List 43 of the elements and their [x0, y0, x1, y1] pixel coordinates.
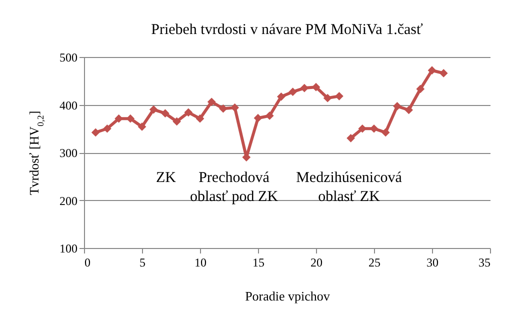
point — [323, 94, 332, 102]
point — [346, 134, 355, 142]
chart-title: Priebeh tvrdosti v návare PM MoNiVa 1.časť — [151, 22, 424, 38]
point — [428, 66, 436, 75]
point — [114, 114, 123, 123]
point — [381, 128, 390, 137]
annotation: ZK — [156, 170, 176, 186]
point — [149, 105, 158, 114]
point — [230, 103, 239, 112]
point — [265, 112, 274, 120]
y-tick-label: 400 — [60, 98, 78, 112]
annotation: Prechodová oblasť pod ZK — [190, 170, 278, 205]
point — [172, 117, 181, 126]
point — [91, 128, 100, 137]
point — [138, 122, 146, 131]
point — [335, 92, 344, 100]
y-tick-label: 100 — [60, 242, 78, 256]
x-tick-label: 0 — [84, 256, 90, 270]
x-tick-label: 35 — [478, 256, 490, 270]
point — [393, 102, 402, 110]
x-tick-label: 30 — [426, 256, 438, 270]
y-tick-label: 300 — [60, 146, 78, 160]
point — [416, 84, 425, 94]
point — [161, 109, 170, 118]
x-axis-title: Poradie vpichov — [245, 288, 330, 304]
point — [196, 114, 204, 123]
point — [277, 92, 286, 101]
x-tick-label: 10 — [194, 256, 206, 270]
point — [254, 114, 262, 122]
x-tick-label: 20 — [310, 256, 322, 270]
point — [207, 98, 216, 106]
point — [103, 124, 112, 133]
x-tick-label: 5 — [140, 256, 146, 270]
x-tick-label: 15 — [252, 256, 264, 270]
point — [219, 104, 228, 113]
y-tick-label: 200 — [60, 194, 78, 208]
annotation: Medzihúsenicová oblasť ZK — [296, 170, 402, 205]
point — [184, 108, 193, 117]
x-tick-label: 25 — [368, 256, 380, 270]
point — [288, 88, 297, 96]
y-tick-label: 500 — [60, 50, 78, 64]
point — [404, 106, 413, 114]
point — [439, 69, 448, 78]
